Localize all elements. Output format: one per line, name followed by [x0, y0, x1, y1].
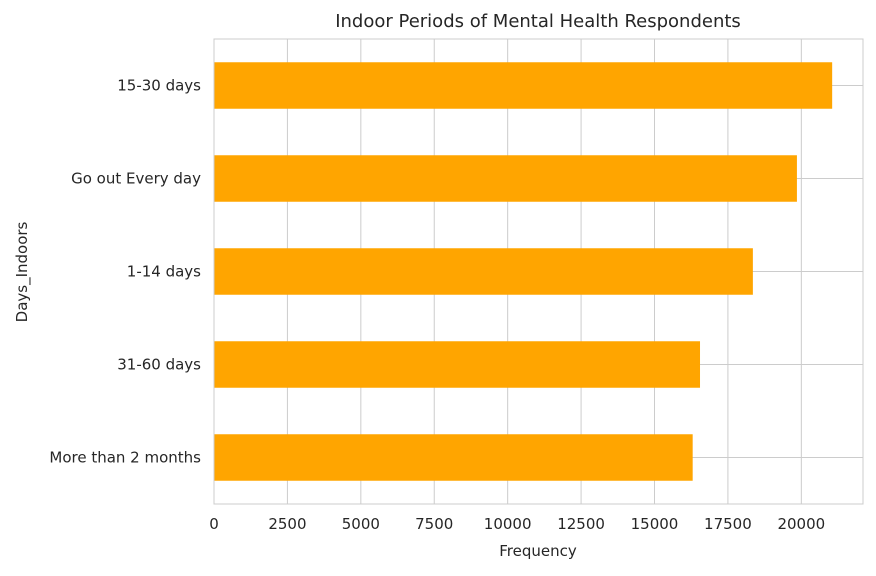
bar [214, 248, 753, 295]
x-tick-label: 15000 [631, 515, 679, 533]
y-axis-label: Days_Indoors [13, 221, 32, 322]
x-tick-label: 2500 [268, 515, 306, 533]
plot-frame [213, 38, 864, 505]
y-tick-label: 15-30 days [117, 77, 201, 95]
bar [214, 341, 701, 388]
x-tick-label: 5000 [342, 515, 380, 533]
x-tick-labels: 0 2500 5000 7500 10000 12500 15000 17500 20000 [209, 515, 825, 533]
axes-frame [213, 38, 864, 505]
chart-title: Indoor Periods of Mental Health Responde… [335, 11, 741, 32]
bar [214, 155, 797, 202]
y-tick-label: 1-14 days [127, 263, 201, 281]
y-tick-label: More than 2 months [49, 449, 201, 467]
y-tick-label: Go out Every day [71, 170, 201, 188]
y-tick-labels: 15-30 days Go out Every day 1-14 days 31-60… [49, 77, 201, 467]
x-tick-label: 10000 [484, 515, 532, 533]
bar [214, 62, 833, 109]
x-tick-label: 20000 [777, 515, 825, 533]
y-tick-label: 31-60 days [117, 356, 201, 374]
x-tick-label: 7500 [415, 515, 453, 533]
bar [214, 434, 693, 481]
x-axis-label: Frequency [499, 542, 577, 560]
x-tick-label: 17500 [704, 515, 752, 533]
x-tick-label: 0 [209, 515, 219, 533]
bars [214, 62, 833, 481]
x-tick-label: 12500 [557, 515, 605, 533]
